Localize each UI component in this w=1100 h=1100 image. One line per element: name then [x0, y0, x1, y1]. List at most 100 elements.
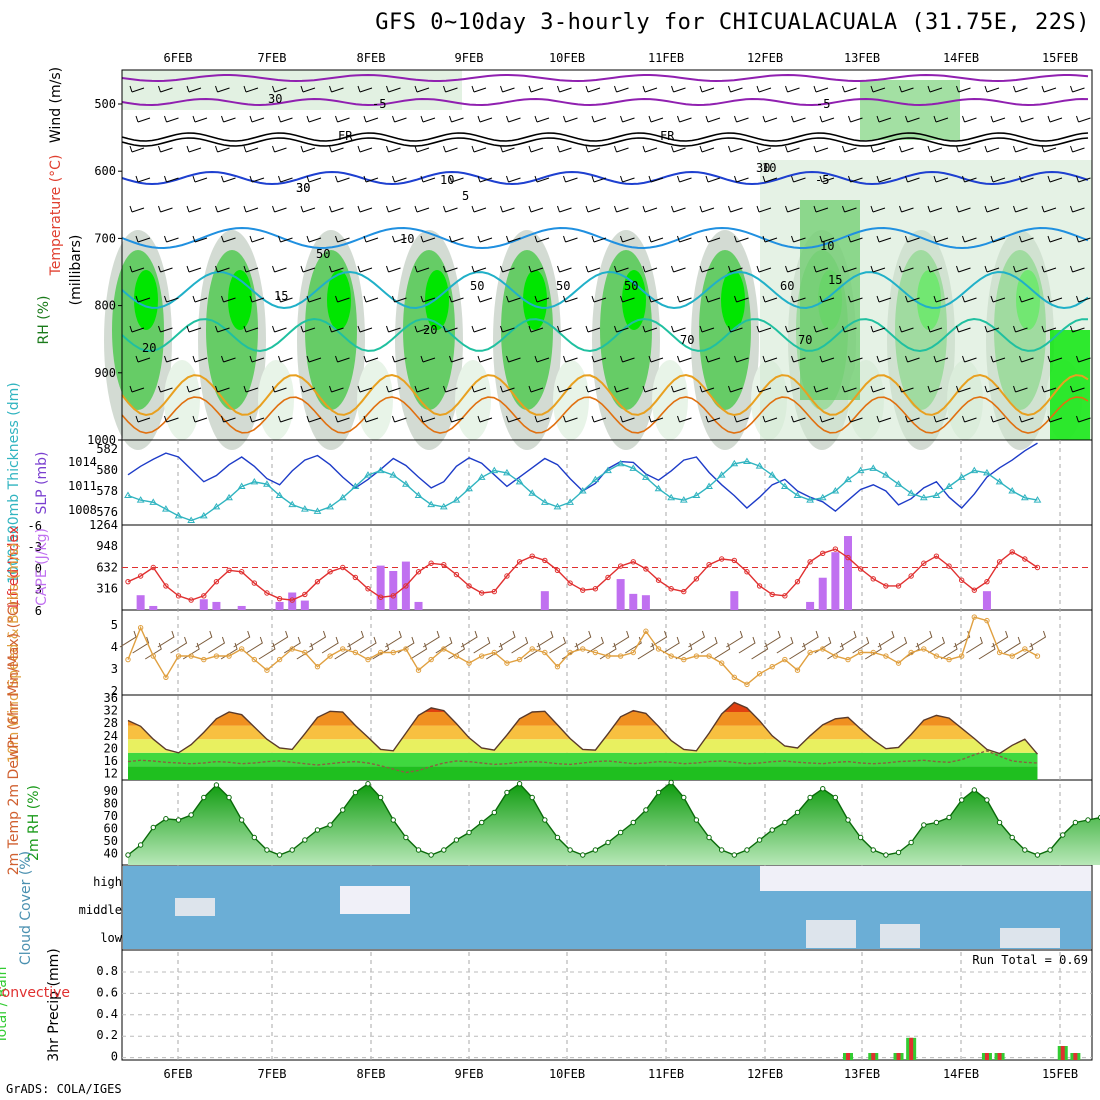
wind-barb — [300, 265, 316, 273]
cape-bar — [389, 570, 398, 610]
wind-barb — [471, 205, 487, 213]
wind10-barb — [460, 630, 478, 648]
wind-barb — [1013, 145, 1028, 153]
wind-barb — [329, 385, 344, 393]
wind-barb — [392, 175, 407, 183]
wind-barb — [591, 235, 607, 243]
thickness-series-point — [591, 475, 600, 483]
wind-barb — [842, 85, 857, 93]
rh2m-series-point — [415, 847, 422, 853]
wind10-series-point — [845, 656, 851, 663]
rh-dark-area — [622, 270, 646, 330]
rh2m-tick: 50 — [104, 834, 118, 848]
wind10-barb — [473, 636, 491, 654]
wind-barb — [933, 415, 949, 423]
lifted-axis-label: Lifted Index — [6, 526, 22, 608]
rh2m-tick: 60 — [104, 822, 118, 836]
wind-barb — [728, 85, 743, 93]
wind10-series-point — [327, 653, 333, 659]
wind-barb — [329, 205, 344, 213]
wind-barb — [705, 115, 721, 123]
lifted-series-point — [744, 569, 750, 575]
slp-tick: 1008 — [68, 503, 97, 517]
cape-bar — [831, 552, 840, 610]
wind-barb — [699, 265, 715, 273]
thickness-series-point — [970, 466, 979, 474]
rh2m-series-point — [592, 847, 599, 853]
wind10-series-point — [554, 663, 561, 670]
wind-barb — [762, 295, 778, 303]
wind10-barb — [435, 636, 453, 654]
thickness-tick: 582 — [96, 442, 118, 456]
rh2m-series-point — [529, 794, 535, 801]
wind-barb — [215, 385, 230, 393]
wind-barb — [557, 145, 572, 153]
thickness-series-point — [793, 491, 802, 499]
wind-barb — [135, 175, 151, 183]
rh-label: 10 — [762, 161, 776, 175]
wind10-barb — [637, 642, 655, 660]
wind-barb — [158, 385, 173, 393]
top-day-label: 14FEB — [943, 51, 979, 65]
wind-barb — [848, 415, 863, 423]
lifted-series-point — [996, 559, 1003, 565]
wind-barb — [443, 205, 458, 213]
lifted-series-point — [1034, 564, 1041, 571]
thickness-series-point — [919, 493, 928, 501]
lifted-series-point — [731, 557, 738, 564]
wind-barb — [677, 295, 692, 303]
lifted-series-point — [1009, 549, 1015, 555]
cape-bar — [300, 600, 309, 610]
lifted-series-point — [706, 561, 712, 568]
wind-barb — [614, 205, 629, 213]
wind-barb — [306, 295, 322, 303]
lifted-series-point — [605, 574, 611, 581]
wind10-barb — [321, 636, 339, 654]
wind-barb — [563, 115, 578, 123]
wind-barb — [215, 325, 230, 333]
wind10-barb — [498, 630, 516, 648]
temp2m-tick: 28 — [104, 716, 118, 730]
wind-barb — [819, 415, 835, 423]
wind-barb — [1019, 415, 1034, 423]
wind-barb — [927, 205, 943, 213]
lifted-series-point — [946, 563, 952, 569]
wind-barb — [278, 235, 293, 243]
wind10-series-point — [1022, 646, 1028, 652]
wind10-series-point — [630, 649, 636, 656]
rh2m-series-point — [188, 812, 194, 818]
top-day-label: 11FEB — [648, 51, 684, 65]
isotherm-line — [121, 73, 1089, 83]
thickness-series-point — [149, 498, 158, 505]
rh2m-series-point — [744, 847, 750, 853]
wind-barb — [990, 415, 1006, 423]
lifted-series-point — [820, 550, 826, 557]
wind-barb — [471, 385, 487, 393]
wind10-tick: 2 — [111, 684, 118, 698]
wind10-barb — [1029, 630, 1047, 648]
lifted-series-point — [630, 559, 636, 565]
wind10-barb — [347, 630, 364, 648]
wind-barb — [528, 145, 544, 153]
wind10-barb — [296, 642, 314, 660]
wind-barb — [386, 265, 401, 273]
lifted-series-point — [428, 560, 434, 566]
wind-barb — [186, 265, 202, 273]
rh-label: 70 — [680, 333, 694, 347]
wind-barb — [186, 85, 202, 93]
rh-label: 50 — [470, 279, 484, 293]
bottom-day-label: 11FEB — [648, 1067, 684, 1081]
wind-barb — [215, 85, 230, 93]
cloud-level-label: middle — [79, 903, 122, 917]
cape-bar — [376, 565, 385, 610]
wind10-series-point — [681, 656, 687, 663]
wind-barb — [506, 115, 521, 123]
rh2m-series-point — [908, 839, 914, 846]
wind-barb — [699, 85, 715, 93]
wind10-series-point — [403, 646, 409, 652]
wind-barb — [1076, 235, 1091, 243]
wind10-barb — [511, 636, 529, 654]
wind10-series-point — [820, 646, 826, 652]
rh2m-series-point — [466, 829, 472, 836]
